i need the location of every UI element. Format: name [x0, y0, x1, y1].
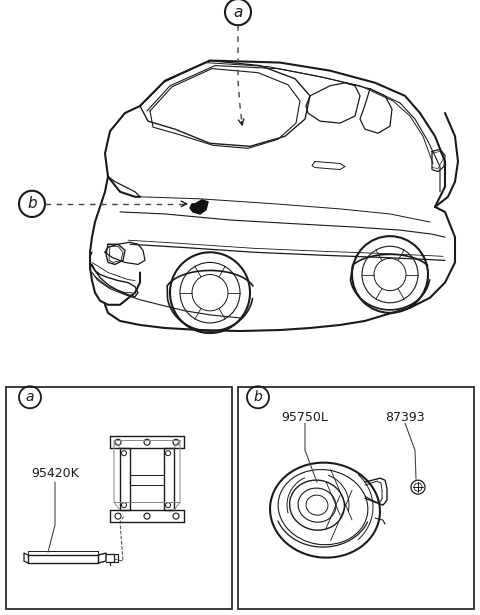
- Text: 95750L: 95750L: [282, 411, 328, 424]
- Text: b: b: [27, 196, 37, 212]
- Text: a: a: [233, 4, 243, 20]
- Text: 87393: 87393: [385, 411, 425, 424]
- Text: b: b: [253, 391, 263, 404]
- FancyBboxPatch shape: [6, 387, 232, 609]
- Polygon shape: [190, 200, 208, 214]
- Text: 95420K: 95420K: [31, 467, 79, 480]
- FancyBboxPatch shape: [238, 387, 474, 609]
- Text: a: a: [26, 391, 34, 404]
